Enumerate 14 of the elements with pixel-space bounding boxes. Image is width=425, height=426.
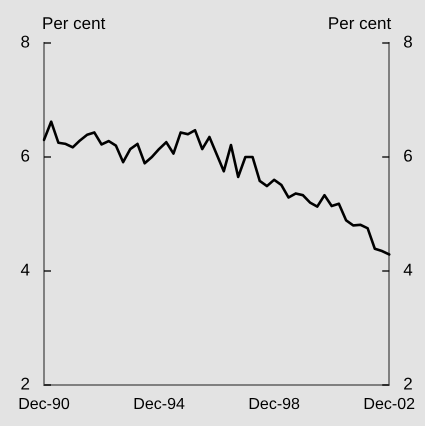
y-tick-label: 2 [20, 374, 30, 394]
x-tick-label: Dec-02 [363, 396, 416, 414]
y-tick-label: 8 [20, 32, 30, 52]
x-tick-label: Dec-90 [18, 396, 70, 414]
y2-tick-label: 2 [403, 374, 413, 394]
y-tick-label: 4 [20, 260, 30, 280]
y2-tick-label: 4 [403, 260, 413, 280]
x-tick-label: Dec-94 [133, 396, 185, 414]
y2-tick-label: 8 [403, 32, 413, 52]
y2-tick-label: 6 [403, 146, 413, 166]
y2-axis-title: Per cent [328, 14, 392, 33]
x-tick-label: Dec-98 [248, 396, 300, 414]
y-tick-label: 6 [20, 146, 30, 166]
y-axis-title: Per cent [42, 14, 106, 33]
